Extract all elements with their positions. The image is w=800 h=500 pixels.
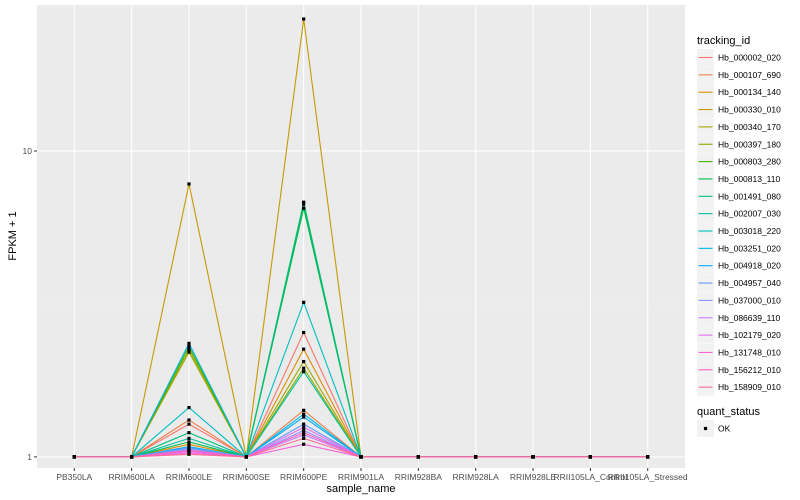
legend-label: Hb_000813_110 — [718, 174, 781, 184]
data-point — [187, 431, 191, 435]
data-point — [302, 412, 306, 416]
x-tick-label: RRIM600SE — [223, 472, 271, 482]
data-point — [302, 347, 306, 351]
data-point — [302, 202, 306, 206]
x-tick-label: RRIM928BA — [395, 472, 443, 482]
legend-label: Hb_001491_080 — [718, 191, 781, 201]
data-point — [302, 436, 306, 440]
data-point — [187, 436, 191, 440]
data-point — [187, 448, 191, 453]
data-point — [187, 440, 191, 444]
data-point — [302, 330, 306, 335]
data-point — [302, 425, 306, 429]
data-point — [302, 206, 306, 210]
shape-legend-label: OK — [718, 424, 731, 434]
data-point — [244, 455, 248, 459]
legend-label: Hb_000340_170 — [718, 122, 781, 132]
legend-label: Hb_000397_180 — [718, 139, 781, 149]
legend-label: Hb_004957_040 — [718, 278, 781, 288]
y-axis-title: FPKM + 1 — [7, 211, 19, 260]
data-point — [302, 359, 306, 364]
data-point — [302, 366, 306, 370]
x-tick-label: RRIM928LE — [510, 472, 557, 482]
data-point — [302, 408, 306, 412]
data-point — [187, 442, 191, 446]
data-point — [302, 431, 306, 435]
legend-label: Hb_102179_020 — [718, 330, 781, 340]
data-point — [302, 370, 306, 374]
data-point — [302, 442, 306, 446]
x-tick-label: RRIM901LA — [338, 472, 385, 482]
legend-label: Hb_000107_690 — [718, 70, 781, 80]
x-tick-label: PB350LA — [56, 472, 92, 482]
y-axis: 1 10 — [23, 146, 37, 462]
legend-label: Hb_002007_030 — [718, 209, 781, 219]
data-point — [130, 455, 134, 459]
data-point — [531, 455, 535, 459]
legend-label: Hb_086639_110 — [718, 313, 781, 323]
data-point — [187, 405, 191, 410]
x-tick-label: RRIM600PE — [280, 472, 328, 482]
legend-label: Hb_037000_010 — [718, 295, 781, 305]
legend-label: Hb_000134_140 — [718, 87, 781, 97]
y-tick-label: 1 — [27, 452, 32, 462]
legend-label: Hb_004918_020 — [718, 261, 781, 271]
legend: tracking_id Hb_000002_020Hb_000107_690Hb… — [697, 35, 781, 396]
legend-label: Hb_000002_020 — [718, 53, 781, 63]
legend-label: Hb_158909_010 — [718, 382, 781, 392]
x-axis: PB350LA RRIM600LA RRIM600LE RRIM600SE RRIM60… — [56, 468, 688, 482]
data-point — [187, 350, 191, 354]
x-axis-title: sample_name — [326, 483, 395, 495]
x-tick-label: RRIM600LA — [108, 472, 155, 482]
data-point — [187, 422, 191, 426]
data-point — [302, 300, 306, 304]
y-tick-label: 10 — [23, 146, 33, 156]
x-tick-label: RRIM928LA — [453, 472, 500, 482]
data-point — [187, 344, 191, 348]
data-point — [302, 17, 306, 21]
legend-label: Hb_003018_220 — [718, 226, 781, 236]
data-point — [302, 428, 306, 433]
data-point — [588, 455, 592, 459]
data-point — [474, 455, 478, 459]
shape-legend: quant_status OK — [697, 406, 760, 437]
data-point — [187, 452, 191, 456]
points-layer — [72, 17, 650, 459]
legend-label: Hb_003251_020 — [718, 243, 781, 253]
legend-label: Hb_156212_010 — [718, 365, 781, 375]
data-point — [302, 433, 306, 437]
legend-items: Hb_000002_020 Hb_000107_690 Hb_000134_140 H… — [697, 49, 781, 396]
data-point — [72, 455, 76, 459]
data-point — [302, 200, 306, 204]
data-point — [302, 415, 306, 419]
data-point — [187, 341, 191, 345]
data-point — [646, 455, 650, 459]
legend-label: Hb_000803_280 — [718, 157, 781, 167]
data-point — [416, 455, 420, 459]
x-tick-label: RRIM600LE — [166, 472, 213, 482]
data-point — [302, 422, 306, 426]
x-tick-label: RRII105LA_Control — [554, 472, 628, 482]
data-point — [187, 347, 191, 351]
shape-legend-title: quant_status — [697, 406, 760, 418]
shape-legend-symbol — [703, 426, 708, 431]
data-point — [359, 455, 363, 459]
data-point — [187, 418, 191, 422]
legend-label: Hb_131748_010 — [718, 347, 781, 357]
shape-legend-items: OK — [697, 420, 731, 437]
x-tick-label: RRII105LA_Stressed — [608, 472, 688, 482]
legend-title: tracking_id — [697, 35, 750, 47]
legend-label: Hb_000330_010 — [718, 105, 781, 115]
data-point — [187, 182, 191, 186]
